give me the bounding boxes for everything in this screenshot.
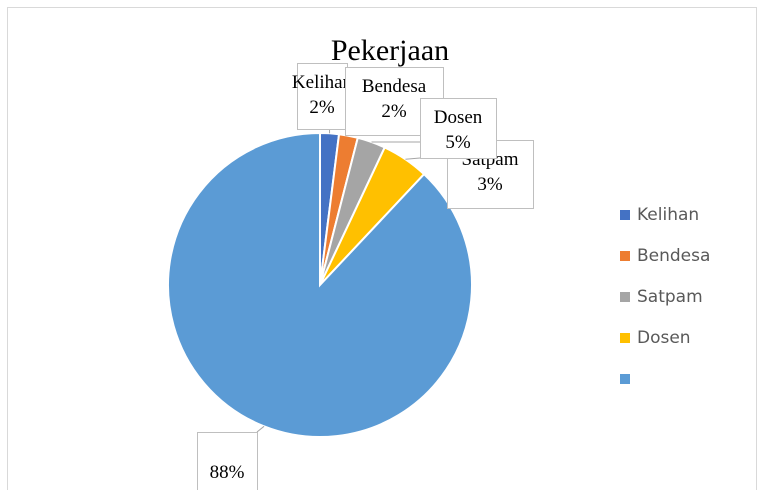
label-value: 2% <box>309 97 335 118</box>
data-label: Dosen 5% <box>405 98 497 160</box>
label-category: Dosen <box>434 107 483 128</box>
label-category: Kelihan <box>292 72 353 93</box>
data-label: Kelihan 2% <box>292 63 353 134</box>
legend-swatch <box>620 251 630 261</box>
legend-swatch <box>620 210 630 220</box>
label-value: 2% <box>381 101 407 122</box>
legend-label: Dosen <box>637 328 691 348</box>
leader-line <box>405 157 421 160</box>
label-category: Bendesa <box>362 76 427 97</box>
label-box <box>197 432 258 490</box>
pie-slice <box>167 131 473 438</box>
label-box <box>297 63 348 130</box>
data-label: 88% <box>197 425 265 490</box>
legend-label: Satpam <box>637 287 703 307</box>
legend-swatch <box>620 292 630 302</box>
chart-title: Pekerjaan <box>331 34 449 67</box>
leader-line <box>256 425 265 433</box>
legend-swatch <box>620 374 630 384</box>
legend-swatch <box>620 333 630 343</box>
legend-label: Kelihan <box>637 205 699 225</box>
label-value: 88% <box>210 462 245 483</box>
legend-label: Bendesa <box>637 246 710 266</box>
label-value: 3% <box>477 174 503 195</box>
label-value: 5% <box>445 132 471 153</box>
label-box <box>420 98 497 159</box>
